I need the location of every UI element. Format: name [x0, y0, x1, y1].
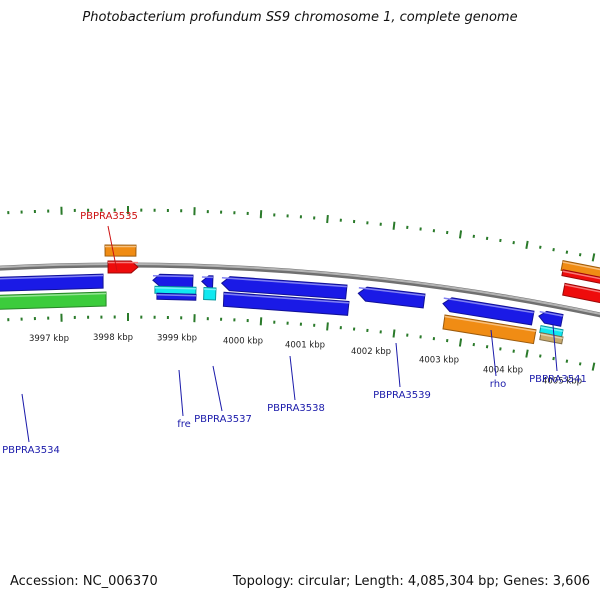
inner-scale-tick — [392, 329, 396, 338]
label-pbpra3538: PBPRA3538 — [267, 403, 325, 414]
outer-scale-tick — [552, 248, 555, 252]
outer-scale-tick — [326, 214, 329, 224]
gene-cyan-fre-highlight — [154, 287, 196, 290]
gene-blue-fre-b — [156, 292, 197, 301]
inner-scale-tick — [326, 322, 329, 331]
label-pbpra3538-leader — [289, 355, 296, 401]
gene-orange-far-right — [560, 260, 600, 279]
label-pbpra3539-leader — [395, 342, 401, 388]
outer-scale-tick — [525, 240, 529, 250]
inner-scale-tick — [565, 359, 569, 363]
label-rho-leader — [490, 329, 497, 377]
gene-orange-pbpra3535 — [104, 244, 137, 257]
gene-cyan-pbpra3541-highlight — [540, 326, 563, 333]
gene-blue-fre-a — [152, 273, 194, 288]
gene-green-pbpra3534 — [0, 291, 107, 310]
inner-scale-tick — [525, 349, 529, 358]
gene-orange-far-right-highlight — [562, 261, 600, 271]
gene-blue-pbpra3538-b — [222, 291, 350, 316]
gene-blue-pbpra3539-body — [357, 286, 426, 309]
outer-scale-tick — [539, 245, 542, 249]
gene-blue-pbpra3539-highlight — [358, 287, 425, 297]
scale-label: 3997 kbp — [29, 334, 69, 344]
gene-pink-far-right — [561, 269, 600, 284]
gene-orange-rho-body — [442, 314, 537, 345]
label-pbpra3534-leader — [21, 393, 30, 443]
gene-orange-rho — [442, 314, 537, 345]
scale-label: 4001 kbp — [285, 341, 325, 351]
outer-scale-tick — [591, 253, 596, 262]
label-pbpra3535-leader — [107, 225, 118, 272]
gene-blue-pbpra3537 — [201, 275, 214, 289]
inner-scale-tick — [591, 362, 596, 371]
inner-scale-tick — [458, 338, 463, 347]
gene-red-far-right-highlight — [564, 284, 600, 293]
gene-pink-far-right-highlight — [562, 270, 600, 280]
label-fre-leader — [178, 369, 184, 417]
gene-orange-rho-highlight — [444, 315, 536, 333]
gene-blue-pbpra3534 — [0, 273, 104, 292]
gene-red-far-right-body — [562, 282, 600, 304]
gene-tan-pbpra3541-highlight — [540, 333, 563, 340]
inner-scale-tick — [578, 362, 582, 366]
gene-blue-pbpra3538-b-highlight — [223, 293, 349, 304]
gene-blue-pbpra3538-a-highlight — [221, 276, 347, 288]
gene-blue-fre-b-highlight — [156, 294, 196, 297]
inner-scale-tick — [512, 349, 515, 353]
topology-text: Topology: circular; Length: 4,085,304 bp… — [232, 574, 590, 589]
label-fre: fre — [177, 419, 191, 430]
label-pbpra3537-leader — [212, 365, 223, 412]
gene-cyan-pbpra3537 — [203, 286, 217, 301]
genome-backbone-highlight — [0, 263, 600, 315]
outer-scale-tick — [458, 230, 463, 239]
gene-red-pbpra3535 — [107, 260, 139, 274]
label-pbpra3535: PBPRA3535 — [80, 211, 138, 222]
label-pbpra3534: PBPRA3534 — [2, 445, 60, 456]
gene-red-far-right — [562, 282, 600, 304]
gene-blue-pbpra3539 — [357, 286, 426, 309]
outer-scale-tick — [392, 221, 396, 230]
scale-label: 4002 kbp — [351, 347, 391, 357]
label-pbpra3541: PBPRA3541 — [529, 374, 587, 385]
inner-scale-tick — [539, 354, 542, 358]
gene-blue-rho — [442, 297, 535, 326]
accession-text: Accession: NC_006370 — [10, 574, 158, 589]
gene-cyan-pbpra3537-body — [203, 286, 217, 301]
scale-label: 3998 kbp — [93, 333, 133, 343]
label-rho: rho — [490, 379, 506, 390]
label-pbpra3541-leader — [552, 324, 558, 372]
label-pbpra3537: PBPRA3537 — [194, 414, 252, 425]
map-title: Photobacterium profundum SS9 chromosome … — [82, 10, 518, 25]
outer-scale-tick — [565, 250, 569, 254]
genome-backbone — [0, 262, 600, 318]
gene-blue-fre-a-highlight — [152, 274, 193, 278]
scale-label: 4004 kbp — [483, 366, 523, 376]
gene-blue-pbpra3541 — [538, 310, 564, 327]
gene-blue-rho-highlight — [443, 297, 534, 314]
scale-label: 3999 kbp — [157, 334, 197, 344]
gene-green-pbpra3534-highlight — [0, 292, 107, 298]
gene-blue-pbpra3534-highlight — [0, 274, 104, 280]
scale-label: 4000 kbp — [223, 336, 263, 346]
outer-scale-tick — [578, 253, 582, 257]
gene-tan-pbpra3541 — [539, 332, 564, 345]
inner-scale-tick — [552, 356, 555, 361]
gene-blue-pbpra3538-a — [220, 276, 348, 300]
gene-blue-pbpra3538-b-body — [222, 291, 350, 316]
scale-label: 4003 kbp — [419, 356, 459, 366]
label-pbpra3539: PBPRA3539 — [373, 390, 431, 401]
gene-blue-pbpra3541-highlight — [539, 310, 563, 317]
scale-label: 4005 kbp — [542, 377, 582, 387]
gene-orange-far-right-body — [560, 260, 600, 279]
